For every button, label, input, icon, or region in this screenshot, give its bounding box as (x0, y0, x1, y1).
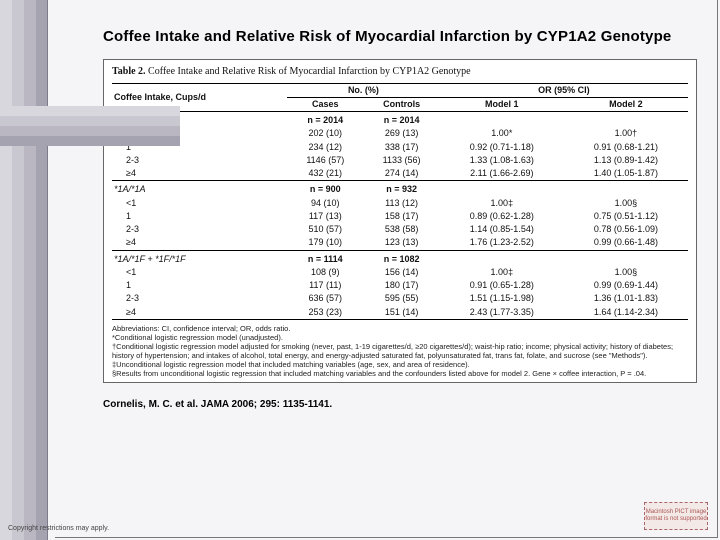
row-model2: 0.78 (0.56-1.09) (564, 223, 688, 236)
group-cases-n: n = 2014 (287, 112, 363, 128)
row-intake: 1 (112, 279, 287, 292)
table-footnotes: Abbreviations: CI, confidence interval; … (112, 324, 688, 378)
deco-vbar-3 (24, 0, 36, 540)
row-controls: 1133 (56) (363, 154, 439, 167)
row-cases: 108 (9) (287, 266, 363, 279)
row-model1: 2.43 (1.77-3.35) (440, 306, 564, 320)
footnote-line: †Conditional logistic regression model a… (112, 342, 688, 360)
row-controls: 158 (17) (363, 210, 439, 223)
row-cases: 117 (13) (287, 210, 363, 223)
row-cases: 94 (10) (287, 197, 363, 210)
row-controls: 156 (14) (363, 266, 439, 279)
pict-error-badge: Macintosh PICT image format is not suppo… (644, 502, 708, 530)
row-cases: 253 (23) (287, 306, 363, 320)
row-intake: ≥4 (112, 306, 287, 320)
row-model1: 1.00* (440, 127, 564, 140)
row-model1: 0.89 (0.62-1.28) (440, 210, 564, 223)
row-model1: 1.51 (1.15-1.98) (440, 292, 564, 305)
row-intake: 2-3 (112, 292, 287, 305)
group-controls-n: n = 1082 (363, 250, 439, 266)
row-controls: 180 (17) (363, 279, 439, 292)
row-cases: 179 (10) (287, 236, 363, 250)
row-model2: 1.00† (564, 127, 688, 140)
deco-hbar-2 (0, 116, 180, 126)
row-model1: 1.00‡ (440, 197, 564, 210)
row-intake: <1 (112, 266, 287, 279)
slide-title: Coffee Intake and Relative Risk of Myoca… (103, 28, 697, 45)
row-model2: 1.40 (1.05-1.87) (564, 167, 688, 181)
row-cases: 117 (11) (287, 279, 363, 292)
row-model2: 0.99 (0.66-1.48) (564, 236, 688, 250)
row-model1: 0.91 (0.65-1.28) (440, 279, 564, 292)
row-cases: 234 (12) (287, 141, 363, 154)
group-name: *1A/*1A (112, 181, 287, 197)
group-name: *1A/*1F + *1F/*1F (112, 250, 287, 266)
row-model1: 2.11 (1.66-2.69) (440, 167, 564, 181)
group-controls-n: n = 2014 (363, 112, 439, 128)
copyright-notice: Copyright restrictions may apply. (8, 525, 109, 532)
row-model2: 1.00§ (564, 266, 688, 279)
row-controls: 338 (17) (363, 141, 439, 154)
row-controls: 151 (14) (363, 306, 439, 320)
row-controls: 274 (14) (363, 167, 439, 181)
footnote-line: *Conditional logistic regression model (… (112, 333, 688, 342)
row-model2: 0.91 (0.68-1.21) (564, 141, 688, 154)
row-model2: 1.00§ (564, 197, 688, 210)
row-cases: 510 (57) (287, 223, 363, 236)
row-model1: 0.92 (0.71-1.18) (440, 141, 564, 154)
row-model2: 1.13 (0.89-1.42) (564, 154, 688, 167)
footnote-line: Abbreviations: CI, confidence interval; … (112, 324, 688, 333)
group-cases-n: n = 1114 (287, 250, 363, 266)
deco-hbar-4 (0, 136, 180, 146)
row-controls: 269 (13) (363, 127, 439, 140)
table-caption-bold: Table 2. (112, 66, 146, 77)
col-header-controls: Controls (363, 97, 439, 111)
deco-vbar-1 (0, 0, 12, 540)
col-header-cases: Cases (287, 97, 363, 111)
row-intake: 2-3 (112, 154, 287, 167)
row-intake: <1 (112, 197, 287, 210)
col-group-no: No. (%) (287, 83, 440, 97)
row-model2: 1.36 (1.01-1.83) (564, 292, 688, 305)
col-group-or: OR (95% CI) (440, 83, 688, 97)
row-controls: 595 (55) (363, 292, 439, 305)
row-model1: 1.00‡ (440, 266, 564, 279)
row-intake: ≥4 (112, 236, 287, 250)
footnote-line: ‡Unconditional logistic regression model… (112, 360, 688, 369)
citation: Cornelis, M. C. et al. JAMA 2006; 295: 1… (103, 399, 697, 410)
row-model2: 1.64 (1.14-2.34) (564, 306, 688, 320)
col-header-model1: Model 1 (440, 97, 564, 111)
row-cases: 432 (21) (287, 167, 363, 181)
deco-hbar-1 (0, 106, 180, 116)
deco-vbar-4 (36, 0, 48, 540)
row-model1: 1.14 (0.85-1.54) (440, 223, 564, 236)
table-caption: Table 2. Coffee Intake and Relative Risk… (112, 66, 688, 79)
row-controls: 123 (13) (363, 236, 439, 250)
row-intake: 2-3 (112, 223, 287, 236)
deco-hbar-3 (0, 126, 180, 136)
footnote-line: §Results from unconditional logistic reg… (112, 369, 688, 378)
row-model2: 0.75 (0.51-1.12) (564, 210, 688, 223)
row-model1: 1.33 (1.08-1.63) (440, 154, 564, 167)
group-cases-n: n = 900 (287, 181, 363, 197)
group-controls-n: n = 932 (363, 181, 439, 197)
row-controls: 538 (58) (363, 223, 439, 236)
row-cases: 1146 (57) (287, 154, 363, 167)
row-intake: ≥4 (112, 167, 287, 181)
row-controls: 113 (12) (363, 197, 439, 210)
row-intake: 1 (112, 210, 287, 223)
row-model1: 1.76 (1.23-2.52) (440, 236, 564, 250)
slide-page: Coffee Intake and Relative Risk of Myoca… (55, 0, 718, 538)
col-header-model2: Model 2 (564, 97, 688, 111)
row-cases: 636 (57) (287, 292, 363, 305)
data-table: Coffee Intake, Cups/d No. (%) OR (95% CI… (112, 83, 688, 320)
table-panel: Table 2. Coffee Intake and Relative Risk… (103, 59, 697, 383)
table-caption-text: Coffee Intake and Relative Risk of Myoca… (146, 66, 471, 77)
row-model2: 0.99 (0.69-1.44) (564, 279, 688, 292)
row-cases: 202 (10) (287, 127, 363, 140)
deco-vbar-2 (12, 0, 24, 540)
